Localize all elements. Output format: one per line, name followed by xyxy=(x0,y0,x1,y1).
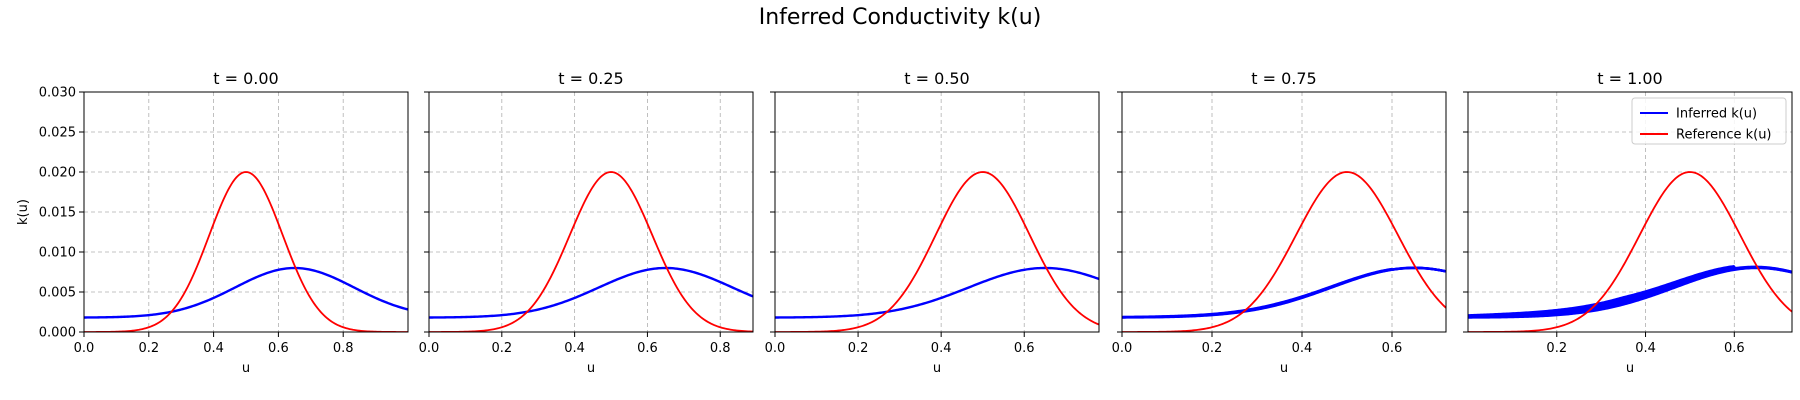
x-axis-label: u xyxy=(1280,361,1288,376)
inferred-curve xyxy=(1122,266,1446,319)
reference-curve xyxy=(1122,171,1446,332)
y-tick-label: 0.010 xyxy=(39,246,76,261)
x-tick-label: 0.2 xyxy=(138,341,159,356)
legend: Inferred k(u) Reference k(u) xyxy=(1631,97,1787,145)
x-tick-label: 0.0 xyxy=(765,341,786,356)
inferred-curve xyxy=(1468,265,1792,317)
panel-2: t = 0.50 0.0 0.2 0.4 0.6 u xyxy=(765,69,1100,376)
legend-box xyxy=(1631,97,1787,145)
x-tick-label: 0.4 xyxy=(931,341,952,356)
figure-title: Inferred Conductivity k(u) xyxy=(759,5,1042,30)
inferred-curve xyxy=(429,266,753,319)
x-tick-label: 0.6 xyxy=(1382,341,1403,356)
x-tick-label: 0.2 xyxy=(848,341,869,356)
inferred-curve xyxy=(84,266,408,319)
x-axis-label: u xyxy=(242,361,250,376)
x-tick-label: 0.6 xyxy=(1014,341,1035,356)
x-tick-label: 0.0 xyxy=(74,341,95,356)
panel-title: t = 1.00 xyxy=(1597,69,1662,88)
x-tick-label: 0.2 xyxy=(491,341,512,356)
panel-title: t = 0.25 xyxy=(558,69,623,88)
y-tick-label: 0.025 xyxy=(39,126,76,141)
panel-4: t = 1.00 0.2 0.4 0.6 u Inferred k(u) Reference… xyxy=(1463,69,1793,376)
legend-label: Inferred k(u) xyxy=(1676,107,1757,122)
y-tick-label: 0.005 xyxy=(39,286,76,301)
x-tick-label: 0.8 xyxy=(333,341,354,356)
x-tick-label: 0.6 xyxy=(637,341,658,356)
x-tick-label: 0.0 xyxy=(1112,341,1133,356)
panel-1: t = 0.25 0.0 0.2 0.4 0.6 0.8 u xyxy=(419,69,754,376)
inferred-curve xyxy=(775,266,1099,319)
inferred-curve xyxy=(1122,266,1446,319)
panel-0: t = 0.00 0.000 0.005 0.010 0.015 0.020 0.025 0.… xyxy=(16,69,409,376)
x-axis-label: u xyxy=(1626,361,1634,376)
x-tick-label: 0.0 xyxy=(419,341,440,356)
panels-container: t = 0.00 0.000 0.005 0.010 0.015 0.020 0.025 0.… xyxy=(16,69,1793,376)
x-tick-label: 0.2 xyxy=(1202,341,1223,356)
inferred-curve xyxy=(1122,266,1446,319)
reference-curve xyxy=(775,171,1099,332)
y-tick-label: 0.030 xyxy=(39,86,76,101)
reference-curve xyxy=(429,171,753,332)
panel-title: t = 0.50 xyxy=(904,69,969,88)
reference-curve xyxy=(1468,171,1792,332)
x-tick-label: 0.8 xyxy=(710,341,731,356)
y-tick-label: 0.015 xyxy=(39,206,76,221)
x-tick-label: 0.2 xyxy=(1546,341,1567,356)
panel-title: t = 0.00 xyxy=(213,69,278,88)
inferred-curve xyxy=(1122,266,1446,319)
legend-label: Reference k(u) xyxy=(1676,128,1772,143)
y-tick-label: 0.020 xyxy=(39,166,76,181)
inferred-curve xyxy=(1468,266,1792,319)
panel-title: t = 0.75 xyxy=(1251,69,1316,88)
panel-3: t = 0.75 0.0 0.2 0.4 0.6 u xyxy=(1112,69,1447,376)
y-axis-label: k(u) xyxy=(16,199,31,225)
x-axis-label: u xyxy=(587,361,595,376)
x-tick-label: 0.6 xyxy=(268,341,289,356)
x-axis-label: u xyxy=(933,361,941,376)
x-tick-label: 0.4 xyxy=(1292,341,1313,356)
reference-curve xyxy=(84,171,408,332)
x-tick-label: 0.4 xyxy=(564,341,585,356)
x-tick-label: 0.4 xyxy=(1635,341,1656,356)
inferred-curve xyxy=(1122,266,1446,319)
y-tick-label: 0.000 xyxy=(39,326,76,341)
x-tick-label: 0.6 xyxy=(1724,341,1745,356)
inferred-curve xyxy=(1468,265,1792,318)
x-tick-label: 0.4 xyxy=(203,341,224,356)
